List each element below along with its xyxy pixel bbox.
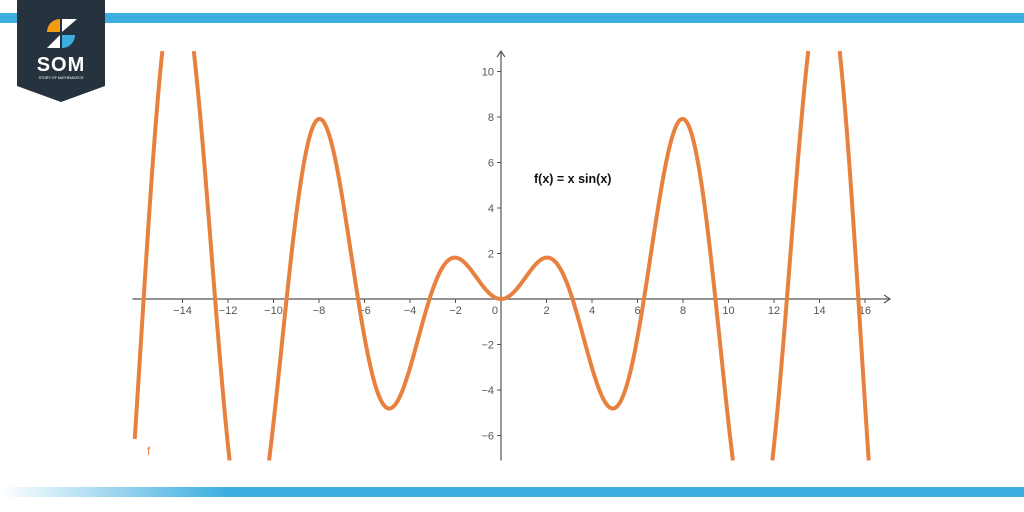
x-axis-arrow bbox=[883, 294, 892, 304]
x-tick-label: −8 bbox=[313, 305, 326, 317]
y-tick-label: 6 bbox=[488, 158, 494, 170]
x-tick-label: 12 bbox=[768, 305, 780, 317]
y-tick-label: −2 bbox=[481, 340, 494, 352]
y-tick-label: 10 bbox=[482, 67, 494, 79]
ticks: −14 −12 −10 −8 −6 −4 −2 0 2 4 6 8 10 12 14 16−6−4−22468… bbox=[173, 67, 871, 443]
svg-text:STORY OF MATHEMATICS: STORY OF MATHEMATICS bbox=[39, 76, 84, 80]
x-tick-label: −4 bbox=[404, 305, 417, 317]
x-tick-label: −12 bbox=[219, 305, 238, 317]
x-tick-label: 4 bbox=[589, 305, 595, 317]
y-tick-label: 4 bbox=[488, 203, 494, 215]
svg-text:SOM: SOM bbox=[37, 54, 86, 76]
x-tick-label: 2 bbox=[543, 305, 549, 317]
x-tick-label: 6 bbox=[634, 305, 640, 317]
series-f-curve bbox=[132, 50, 871, 462]
x-tick-label: −10 bbox=[264, 305, 283, 317]
x-tick-label: 10 bbox=[722, 305, 734, 317]
y-tick-label: 2 bbox=[488, 249, 494, 261]
som-logo: SOM STORY OF MATHEMATICS bbox=[17, 0, 105, 102]
x-tick-label: 8 bbox=[680, 305, 686, 317]
axes bbox=[132, 49, 892, 461]
x-tick-label: 16 bbox=[859, 305, 871, 317]
y-axis-arrow bbox=[496, 49, 506, 58]
y-tick-label: −6 bbox=[481, 431, 494, 443]
y-tick-label: −4 bbox=[481, 385, 494, 397]
x-tick-label: −14 bbox=[173, 305, 192, 317]
top-banner-bar bbox=[0, 13, 1024, 23]
x-tick-label: 0 bbox=[492, 305, 498, 317]
x-tick-label: 14 bbox=[813, 305, 825, 317]
bottom-banner-bar bbox=[0, 487, 1024, 497]
x-tick-label: −2 bbox=[449, 305, 462, 317]
y-tick-label: 8 bbox=[488, 112, 494, 124]
series-label-f: f bbox=[147, 444, 151, 458]
chart-title: f(x) = x sin(x) bbox=[534, 172, 611, 186]
